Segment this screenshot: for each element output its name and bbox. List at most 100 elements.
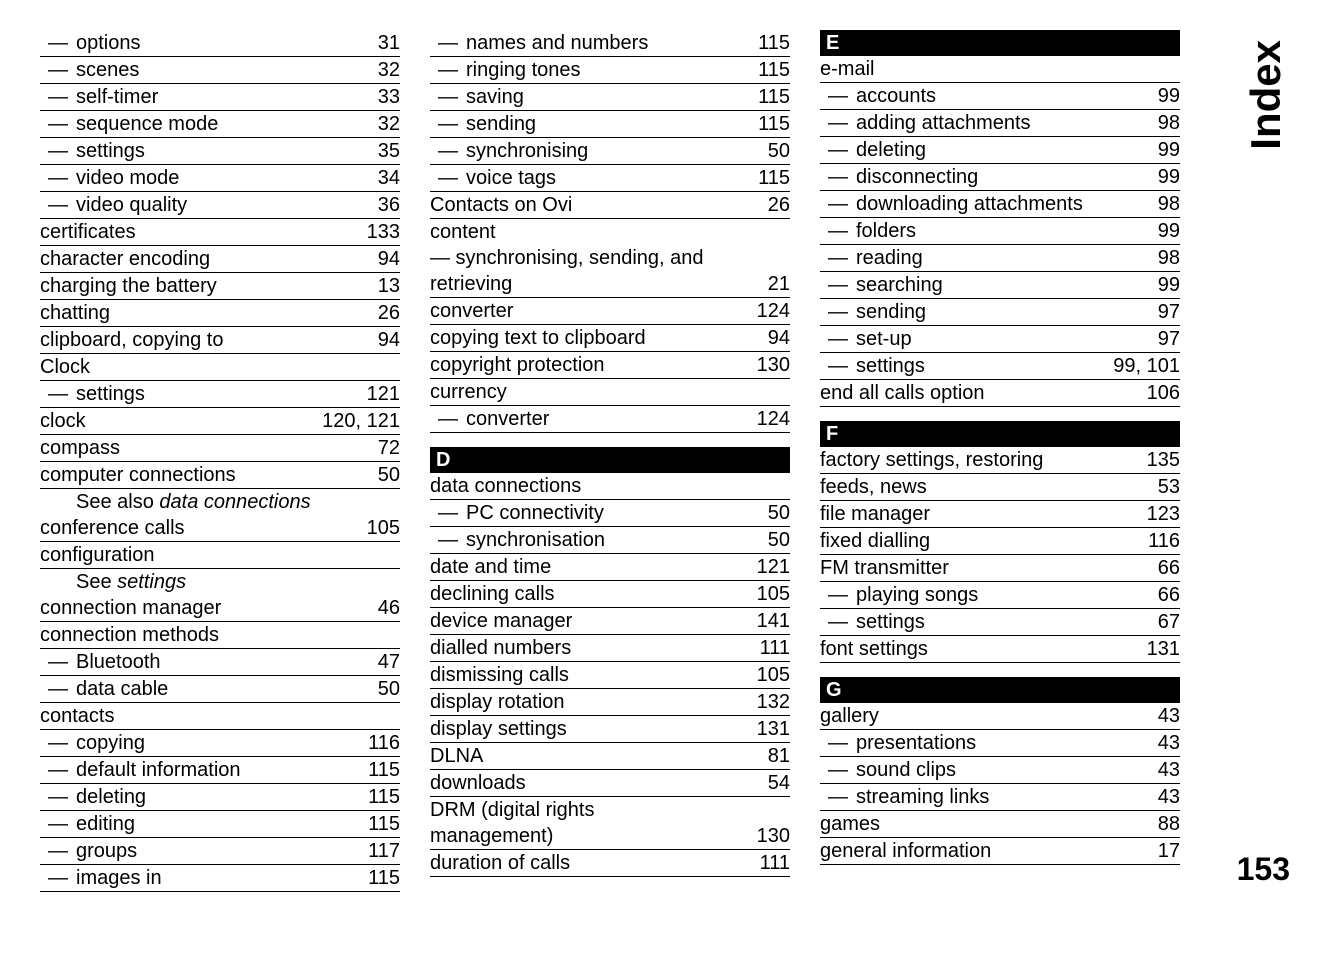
entry-pages: 67 xyxy=(1152,609,1180,635)
index-entry[interactable]: See settings xyxy=(40,569,400,595)
index-entry[interactable]: —deleting99 xyxy=(820,137,1180,164)
entry-pages: 13 xyxy=(372,273,400,299)
entry-term: saving xyxy=(466,84,752,110)
index-entry[interactable]: —options31 xyxy=(40,30,400,57)
index-entry[interactable]: —ringing tones115 xyxy=(430,57,790,84)
dash-icon: — xyxy=(40,865,76,891)
index-entry[interactable]: —Bluetooth47 xyxy=(40,649,400,676)
index-entry[interactable]: certificates133 xyxy=(40,219,400,246)
index-entry[interactable]: —scenes32 xyxy=(40,57,400,84)
index-entry[interactable]: —video quality36 xyxy=(40,192,400,219)
index-entry[interactable]: contacts xyxy=(40,703,400,730)
index-entry[interactable]: date and time121 xyxy=(430,554,790,581)
index-entry[interactable]: character encoding94 xyxy=(40,246,400,273)
index-entry[interactable]: Contacts on Ovi26 xyxy=(430,192,790,219)
index-entry[interactable]: —playing songs66 xyxy=(820,582,1180,609)
entry-term: file manager xyxy=(820,501,1141,527)
index-entry[interactable]: —groups117 xyxy=(40,838,400,865)
index-entry[interactable]: Clock xyxy=(40,354,400,381)
dash-icon: — xyxy=(820,191,856,217)
index-entry[interactable]: —self-timer33 xyxy=(40,84,400,111)
index-entry[interactable]: —settings99, 101 xyxy=(820,353,1180,380)
index-entry[interactable]: general information17 xyxy=(820,838,1180,865)
index-entry[interactable]: compass72 xyxy=(40,435,400,462)
index-entry[interactable]: —synchronising50 xyxy=(430,138,790,165)
index-entry[interactable]: connection methods xyxy=(40,622,400,649)
index-entry[interactable]: —converter124 xyxy=(430,406,790,433)
index-entry[interactable]: feeds, news53 xyxy=(820,474,1180,501)
index-entry[interactable]: —deleting115 xyxy=(40,784,400,811)
index-entry[interactable]: —names and numbers115 xyxy=(430,30,790,57)
index-entry[interactable]: gallery43 xyxy=(820,703,1180,730)
index-entry[interactable]: currency xyxy=(430,379,790,406)
see-reference: See settings xyxy=(40,569,400,595)
index-entry[interactable]: connection manager46 xyxy=(40,595,400,622)
index-entry[interactable]: e-mail xyxy=(820,56,1180,83)
index-entry[interactable]: chatting26 xyxy=(40,300,400,327)
dash-icon: — xyxy=(40,784,76,810)
index-entry[interactable]: configuration xyxy=(40,542,400,569)
index-entry[interactable]: converter124 xyxy=(430,298,790,325)
index-entry[interactable]: copyright protection130 xyxy=(430,352,790,379)
index-entry[interactable]: copying text to clipboard94 xyxy=(430,325,790,352)
index-entry[interactable]: clock120, 121 xyxy=(40,408,400,435)
index-entry[interactable]: —reading98 xyxy=(820,245,1180,272)
entry-term: dialled numbers xyxy=(430,635,754,661)
index-entry[interactable]: — synchronising, sending, and xyxy=(430,245,790,271)
index-entry[interactable]: duration of calls111 xyxy=(430,850,790,877)
index-entry[interactable]: clipboard, copying to94 xyxy=(40,327,400,354)
index-entry[interactable]: —images in115 xyxy=(40,865,400,892)
index-entry[interactable]: DRM (digital rights xyxy=(430,797,790,823)
index-entry[interactable]: —presentations43 xyxy=(820,730,1180,757)
index-entry[interactable]: device manager141 xyxy=(430,608,790,635)
index-entry[interactable]: —downloading attachments98 xyxy=(820,191,1180,218)
index-entry[interactable]: See also data connections xyxy=(40,489,400,515)
index-entry[interactable]: factory settings, restoring135 xyxy=(820,447,1180,474)
index-entry[interactable]: —sound clips43 xyxy=(820,757,1180,784)
index-entry[interactable]: computer connections50 xyxy=(40,462,400,489)
index-entry[interactable]: end all calls option106 xyxy=(820,380,1180,407)
index-entry[interactable]: display settings131 xyxy=(430,716,790,743)
index-entry[interactable]: —settings35 xyxy=(40,138,400,165)
index-entry[interactable]: dismissing calls105 xyxy=(430,662,790,689)
index-entry[interactable]: —folders99 xyxy=(820,218,1180,245)
index-entry[interactable]: —voice tags115 xyxy=(430,165,790,192)
index-entry[interactable]: —adding attachments98 xyxy=(820,110,1180,137)
index-entry[interactable]: —sequence mode32 xyxy=(40,111,400,138)
index-entry[interactable]: —settings67 xyxy=(820,609,1180,636)
index-entry[interactable]: —copying116 xyxy=(40,730,400,757)
index-entry[interactable]: display rotation132 xyxy=(430,689,790,716)
entry-pages: 81 xyxy=(762,743,790,769)
index-entry[interactable]: retrieving21 xyxy=(430,271,790,298)
index-entry[interactable]: declining calls105 xyxy=(430,581,790,608)
index-entry[interactable]: fixed dialling116 xyxy=(820,528,1180,555)
index-entry[interactable]: FM transmitter66 xyxy=(820,555,1180,582)
index-entry[interactable]: charging the battery13 xyxy=(40,273,400,300)
index-entry[interactable]: —PC connectivity50 xyxy=(430,500,790,527)
index-entry[interactable]: —editing115 xyxy=(40,811,400,838)
index-entry[interactable]: data connections xyxy=(430,473,790,500)
entry-term: content xyxy=(430,219,784,245)
index-entry[interactable]: file manager123 xyxy=(820,501,1180,528)
index-entry[interactable]: —sending115 xyxy=(430,111,790,138)
index-entry[interactable]: —default information115 xyxy=(40,757,400,784)
index-entry[interactable]: conference calls105 xyxy=(40,515,400,542)
index-entry[interactable]: —data cable50 xyxy=(40,676,400,703)
index-entry[interactable]: dialled numbers111 xyxy=(430,635,790,662)
index-entry[interactable]: —accounts99 xyxy=(820,83,1180,110)
index-entry[interactable]: DLNA81 xyxy=(430,743,790,770)
index-entry[interactable]: —sending97 xyxy=(820,299,1180,326)
index-entry[interactable]: —synchronisation50 xyxy=(430,527,790,554)
index-entry[interactable]: —video mode34 xyxy=(40,165,400,192)
index-entry[interactable]: font settings131 xyxy=(820,636,1180,663)
index-entry[interactable]: —set-up97 xyxy=(820,326,1180,353)
index-entry[interactable]: —searching99 xyxy=(820,272,1180,299)
index-entry[interactable]: —settings121 xyxy=(40,381,400,408)
index-entry[interactable]: games88 xyxy=(820,811,1180,838)
index-entry[interactable]: —streaming links43 xyxy=(820,784,1180,811)
index-entry[interactable]: content xyxy=(430,219,790,245)
index-entry[interactable]: —disconnecting99 xyxy=(820,164,1180,191)
index-entry[interactable]: downloads54 xyxy=(430,770,790,797)
index-entry[interactable]: management)130 xyxy=(430,823,790,850)
index-entry[interactable]: —saving115 xyxy=(430,84,790,111)
